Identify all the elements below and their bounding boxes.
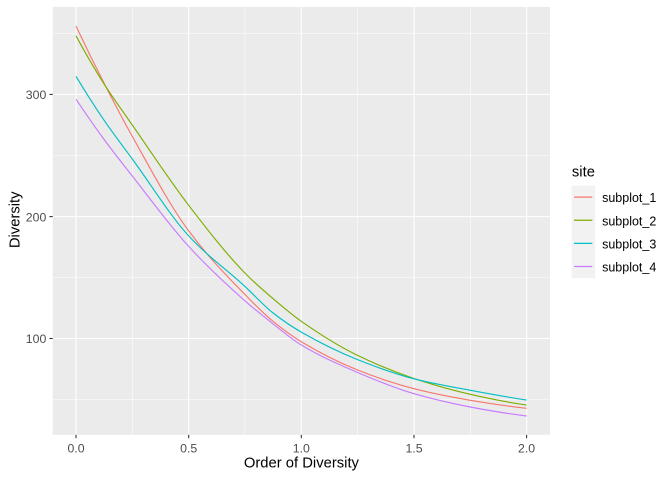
svg-text:site: site	[572, 165, 595, 181]
svg-text:0.5: 0.5	[180, 442, 197, 456]
svg-text:Order of Diversity: Order of Diversity	[244, 456, 360, 472]
svg-text:1.0: 1.0	[293, 442, 310, 456]
svg-text:Diversity: Diversity	[8, 191, 24, 248]
svg-text:300: 300	[26, 88, 47, 102]
svg-text:subplot_3: subplot_3	[602, 237, 656, 251]
svg-text:100: 100	[26, 332, 47, 346]
svg-text:1.5: 1.5	[405, 442, 422, 456]
svg-text:subplot_2: subplot_2	[602, 214, 656, 228]
svg-text:200: 200	[26, 210, 47, 224]
svg-text:2.0: 2.0	[518, 442, 535, 456]
svg-text:subplot_4: subplot_4	[602, 260, 656, 274]
svg-text:0.0: 0.0	[67, 442, 84, 456]
svg-text:subplot_1: subplot_1	[602, 191, 656, 205]
